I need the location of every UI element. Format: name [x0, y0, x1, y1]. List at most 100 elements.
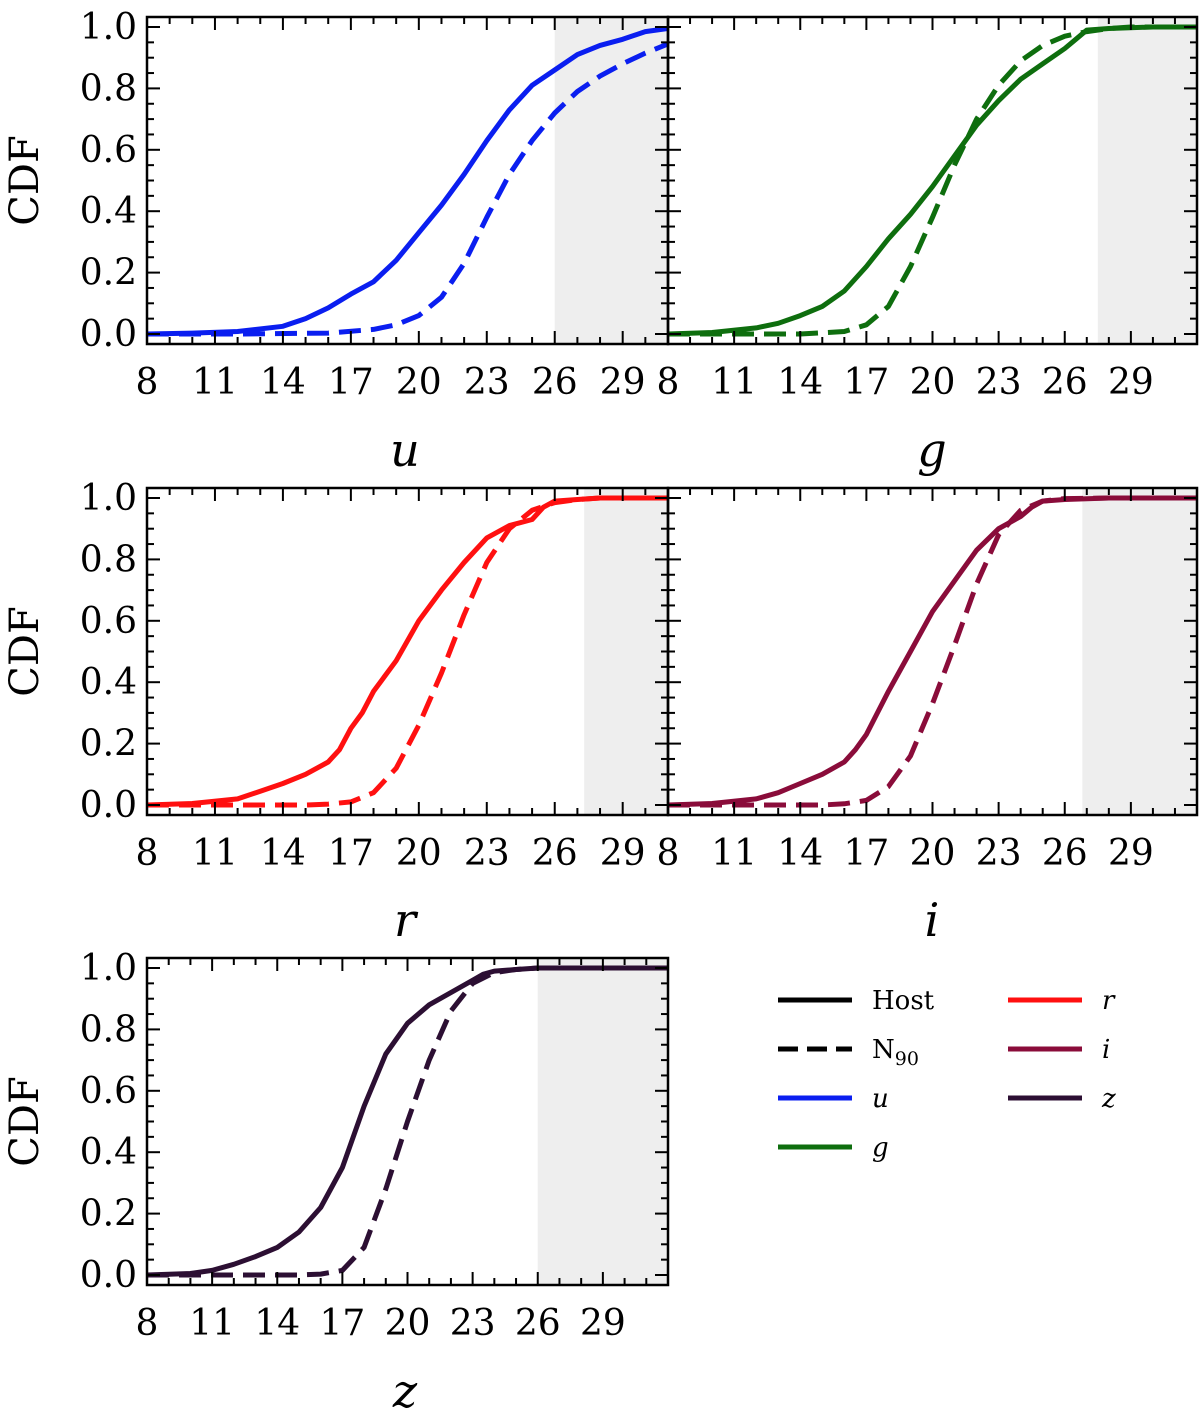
x-tick-label: 23: [464, 833, 510, 874]
series-n90-line: [147, 41, 668, 337]
x-tick-label: 20: [396, 833, 442, 874]
x-tick-label: 29: [1108, 833, 1154, 874]
y-tick-label: 0.6: [80, 130, 137, 171]
x-tick-label: 29: [580, 1303, 626, 1344]
series-n90-line: [147, 965, 668, 1278]
plot-frame: [666, 486, 1199, 817]
x-tick-label: 11: [192, 833, 238, 874]
x-tick-label: 20: [385, 1303, 431, 1344]
x-tick-label: 26: [515, 1303, 561, 1344]
shaded-region: [584, 488, 668, 815]
x-axis-label: g: [917, 423, 946, 477]
y-axis-label: CDF: [2, 135, 48, 225]
x-tick-label: 8: [136, 362, 159, 403]
x-tick-label: 23: [976, 362, 1022, 403]
x-tick-label: 26: [1042, 362, 1088, 403]
x-tick-label: 11: [192, 362, 238, 403]
x-tick-label: 17: [328, 833, 374, 874]
x-tick-label: 29: [1108, 362, 1154, 403]
x-tick-label: 14: [260, 833, 306, 874]
x-axis-label: i: [925, 893, 940, 947]
x-tick-label: 20: [910, 362, 956, 403]
y-tick-label: 1.0: [80, 948, 137, 989]
x-tick-label: 14: [777, 833, 823, 874]
series-host-line: [668, 24, 1197, 337]
y-tick-label: 0.2: [80, 724, 137, 765]
y-axis-label: CDF: [2, 1076, 48, 1166]
y-tick-label: 0.8: [80, 539, 137, 580]
legend-label: z: [1101, 1084, 1116, 1114]
legend-label: u: [872, 1084, 889, 1114]
x-tick-label: 29: [600, 362, 646, 403]
legend-item-r: r: [1008, 986, 1116, 1016]
x-tick-label: 26: [1042, 833, 1088, 874]
legend-label: r: [1102, 986, 1116, 1016]
y-tick-label: 1.0: [80, 478, 137, 519]
y-tick-label: 0.2: [80, 253, 137, 294]
x-tick-label: 11: [711, 833, 757, 874]
shaded-region: [554, 17, 668, 344]
legend-item-g: g: [778, 1133, 889, 1163]
panel-i: 8 11 14 17 20 23 26 29 i: [657, 486, 1199, 947]
panel-r: 8 11 14 17 20 23 26 29 0.0 0.2 0.4 0.6 0.8 1.0 r CDF: [2, 478, 670, 947]
y-tick-label: 0.0: [80, 314, 137, 355]
shaded-region: [537, 958, 668, 1285]
x-axis-label: u: [390, 423, 420, 477]
x-tick-label: 26: [532, 833, 578, 874]
x-tick-label: 23: [464, 362, 510, 403]
plot-frame: [666, 15, 1199, 346]
x-axis-label: r: [394, 893, 419, 947]
series-n90-line: [668, 24, 1197, 337]
x-tick-label: 11: [711, 362, 757, 403]
y-tick-label: 0.0: [80, 785, 137, 826]
y-tick-label: 0.8: [80, 1009, 137, 1050]
shaded-region: [1097, 17, 1197, 344]
x-tick-label: 8: [657, 362, 680, 403]
x-tick-label: 17: [843, 833, 889, 874]
y-tick-label: 0.4: [80, 662, 137, 703]
x-tick-label: 26: [532, 362, 578, 403]
legend-item-z: z: [1008, 1084, 1116, 1114]
series-host-line: [147, 495, 668, 808]
x-tick-label: 29: [600, 833, 646, 874]
x-axis-label: z: [392, 1364, 418, 1412]
legend-item-n: N90: [778, 1035, 919, 1070]
y-tick-label: 0.8: [80, 68, 137, 109]
x-tick-label: 17: [319, 1303, 365, 1344]
x-tick-label: 8: [657, 833, 680, 874]
x-tick-label: 8: [136, 833, 159, 874]
y-tick-label: 0.0: [80, 1255, 137, 1296]
legend-label: N90: [872, 1035, 919, 1070]
x-tick-label: 17: [843, 362, 889, 403]
y-tick-label: 0.2: [80, 1194, 137, 1235]
legend-item-u: u: [778, 1084, 889, 1114]
y-tick-label: 0.4: [80, 1132, 137, 1173]
x-tick-label: 14: [254, 1303, 300, 1344]
y-tick-label: 0.6: [80, 601, 137, 642]
y-tick-label: 0.4: [80, 191, 137, 232]
x-tick-label: 8: [136, 1303, 159, 1344]
legend-item-host: Host: [778, 986, 935, 1016]
x-tick-label: 11: [189, 1303, 235, 1344]
x-tick-label: 20: [396, 362, 442, 403]
legend-item-i: i: [1008, 1035, 1110, 1065]
x-tick-label: 14: [260, 362, 306, 403]
shaded-region: [1082, 488, 1197, 815]
plot-frame: [145, 956, 670, 1287]
legend: Host N90 ug riz: [778, 986, 1116, 1163]
x-tick-label: 17: [328, 362, 374, 403]
legend-label: i: [1102, 1035, 1110, 1065]
panel-g: 8 11 14 17 20 23 26 29 g: [657, 15, 1199, 477]
x-tick-label: 14: [777, 362, 823, 403]
x-tick-label: 23: [976, 833, 1022, 874]
legend-label: g: [872, 1133, 889, 1163]
y-tick-label: 1.0: [80, 7, 137, 48]
y-axis-label: CDF: [2, 606, 48, 696]
series-host-line: [147, 26, 668, 337]
y-tick-label: 0.6: [80, 1071, 137, 1112]
x-tick-label: 20: [910, 833, 956, 874]
panel-u: 8 11 14 17 20 23 26 29 0.0 0.2 0.4 0.6 0.8 1.0 u CDF: [2, 7, 670, 477]
panel-z: 8 11 14 17 20 23 26 29 0.0 0.2 0.4 0.6 0.8 1.0 z CDF: [2, 948, 670, 1412]
series-n90-line: [147, 495, 668, 808]
